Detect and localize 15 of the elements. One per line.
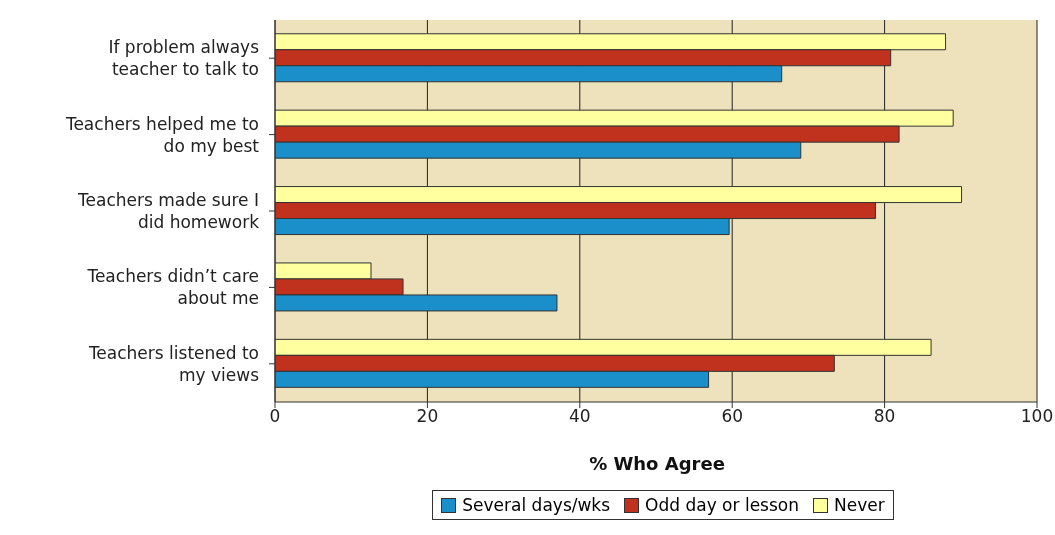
x-tick-label: 100 [1020,406,1054,427]
legend-label: Odd day or lesson [644,495,799,515]
x-tick-label: 60 [721,406,744,427]
legend-label: Several days/wks [461,495,611,515]
y-tick-label: Teachers listened to my views [87,342,260,385]
y-tick-label: Teachers didn’t care about me [86,266,259,309]
x-tick-label: 80 [873,406,896,427]
x-tick-label: 40 [568,406,591,427]
y-tick-label: If problem always teacher to talk to [108,37,260,80]
y-tick-label: Teachers helped me to do my best [64,113,260,156]
x-axis-title: % Who Agree [589,453,725,474]
y-tick-label: Teachers made sure I did homework [77,190,260,232]
x-tick-label: 20 [416,406,439,427]
x-tick-label: 0 [269,406,281,427]
legend-label: Never [833,495,885,515]
